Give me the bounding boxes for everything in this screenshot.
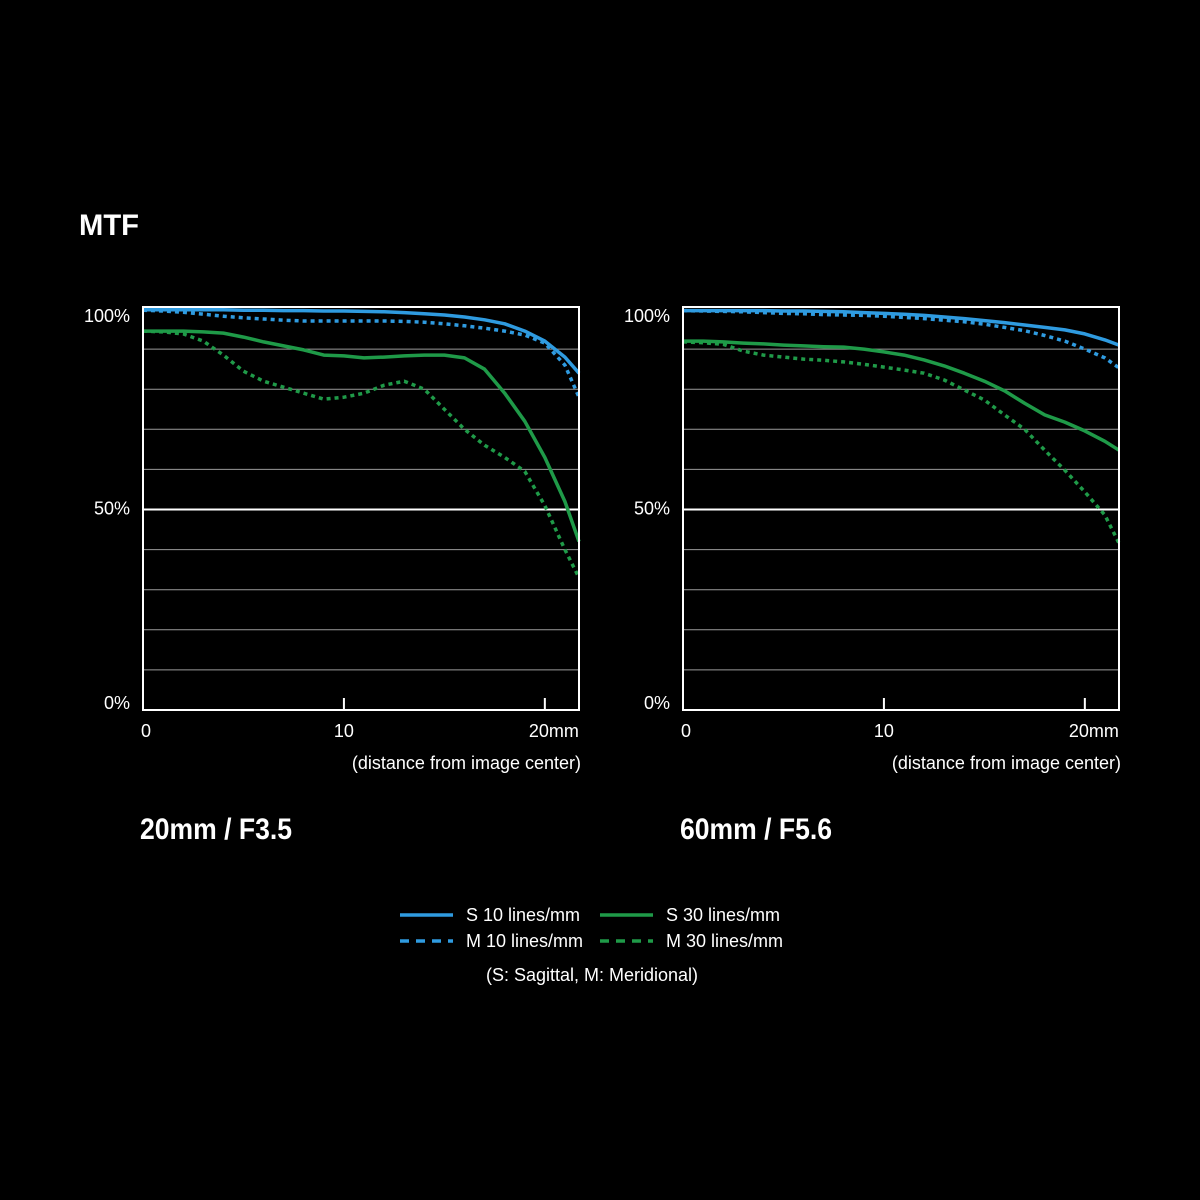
x-axis-label: (distance from image center) — [352, 753, 581, 773]
plot-frame — [142, 306, 580, 711]
x-tick-label: 0 — [681, 721, 691, 741]
legend-note: (S: Sagittal, M: Meridional) — [486, 965, 698, 985]
legend-label: S 10 lines/mm — [466, 905, 580, 925]
x-tick-label: 20mm — [529, 721, 579, 741]
x-tick-label: 0 — [141, 721, 151, 741]
mtf-line — [682, 340, 1121, 544]
panel-title: 20mm / F3.5 — [140, 813, 292, 846]
x-tick-label: 10 — [874, 721, 894, 741]
x-axis-label: (distance from image center) — [892, 753, 1121, 773]
legend-label: M 10 lines/mm — [466, 931, 583, 951]
mtf-line — [683, 339, 1120, 452]
legend-label: M 30 lines/mm — [666, 931, 783, 951]
y-tick-label: 100% — [624, 306, 670, 326]
mtf-line — [143, 329, 581, 543]
x-tick-label: 10 — [334, 721, 354, 741]
mtf-line — [143, 308, 581, 375]
y-tick-label: 0% — [104, 693, 130, 713]
y-tick-label: 0% — [644, 693, 670, 713]
legend-label: S 30 lines/mm — [666, 905, 780, 925]
x-tick-label: 20mm — [1069, 721, 1119, 741]
page-title: MTF — [79, 209, 139, 242]
mtf-line — [142, 308, 581, 398]
y-tick-label: 50% — [94, 498, 130, 518]
panel-title: 60mm / F5.6 — [680, 813, 832, 846]
y-tick-label: 100% — [84, 306, 130, 326]
plot-frame — [682, 306, 1120, 711]
mtf-line — [682, 308, 1121, 370]
y-tick-label: 50% — [634, 498, 670, 518]
